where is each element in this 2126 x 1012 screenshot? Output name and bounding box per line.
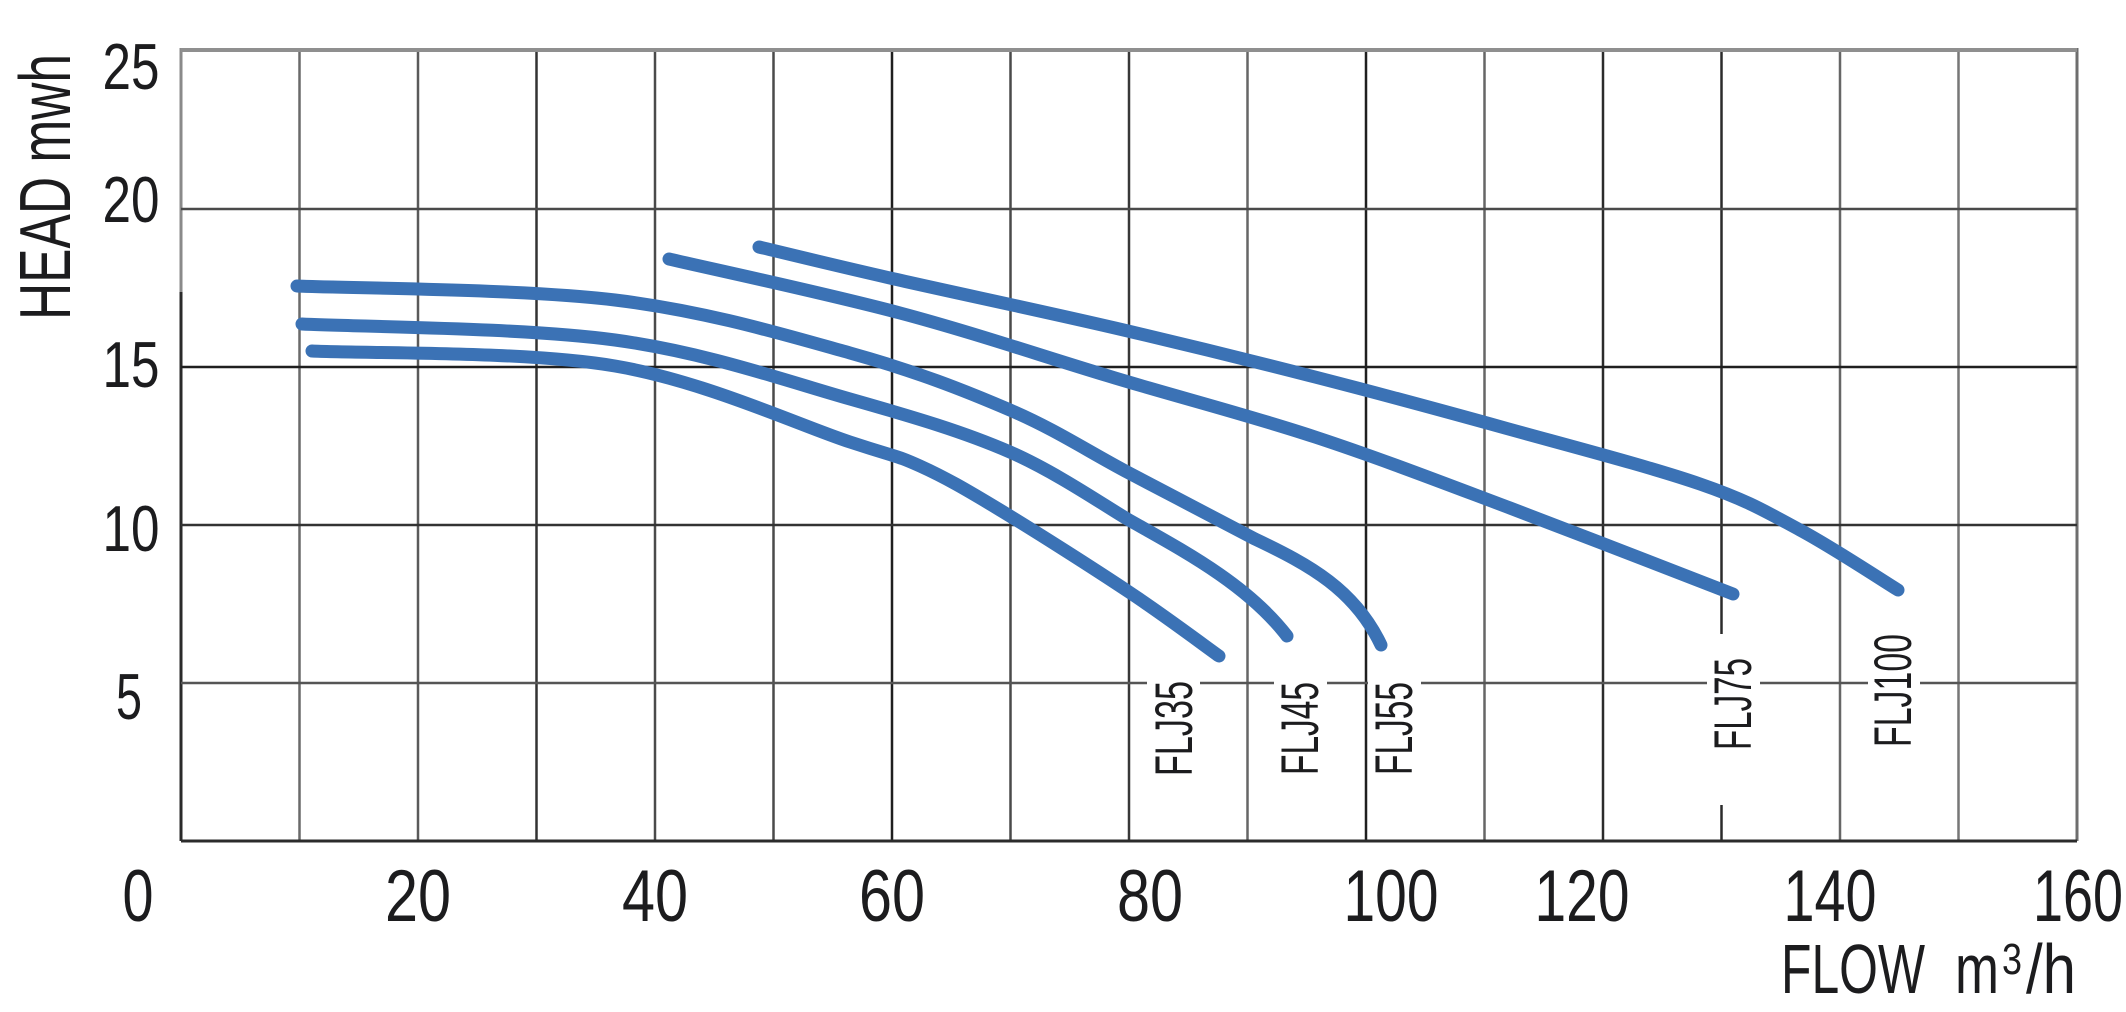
svg-text:FLJ35: FLJ35 bbox=[1145, 681, 1204, 776]
svg-text:100: 100 bbox=[1344, 856, 1439, 937]
svg-text:FLJ45: FLJ45 bbox=[1271, 682, 1330, 775]
svg-text:HEAD mwh: HEAD mwh bbox=[6, 54, 86, 320]
svg-text:160: 160 bbox=[2033, 856, 2123, 937]
svg-text:80: 80 bbox=[1117, 856, 1183, 937]
svg-text:/h: /h bbox=[2026, 930, 2076, 1008]
svg-text:5: 5 bbox=[116, 660, 142, 733]
svg-text:m: m bbox=[1955, 930, 1999, 1008]
svg-text:120: 120 bbox=[1535, 856, 1630, 937]
svg-text:3: 3 bbox=[2002, 935, 2022, 984]
svg-text:60: 60 bbox=[859, 856, 925, 937]
svg-text:0: 0 bbox=[123, 856, 154, 937]
svg-text:FLOW: FLOW bbox=[1781, 930, 1925, 1008]
svg-text:20: 20 bbox=[385, 856, 451, 937]
svg-text:25: 25 bbox=[103, 30, 160, 103]
svg-text:10: 10 bbox=[103, 492, 160, 565]
svg-text:FLJ55: FLJ55 bbox=[1365, 682, 1424, 775]
svg-text:140: 140 bbox=[1784, 856, 1877, 937]
svg-text:15: 15 bbox=[103, 328, 160, 401]
svg-text:40: 40 bbox=[622, 856, 688, 937]
svg-text:FLJ100: FLJ100 bbox=[1864, 634, 1923, 747]
svg-text:FLJ75: FLJ75 bbox=[1704, 658, 1763, 750]
svg-text:20: 20 bbox=[103, 163, 160, 236]
